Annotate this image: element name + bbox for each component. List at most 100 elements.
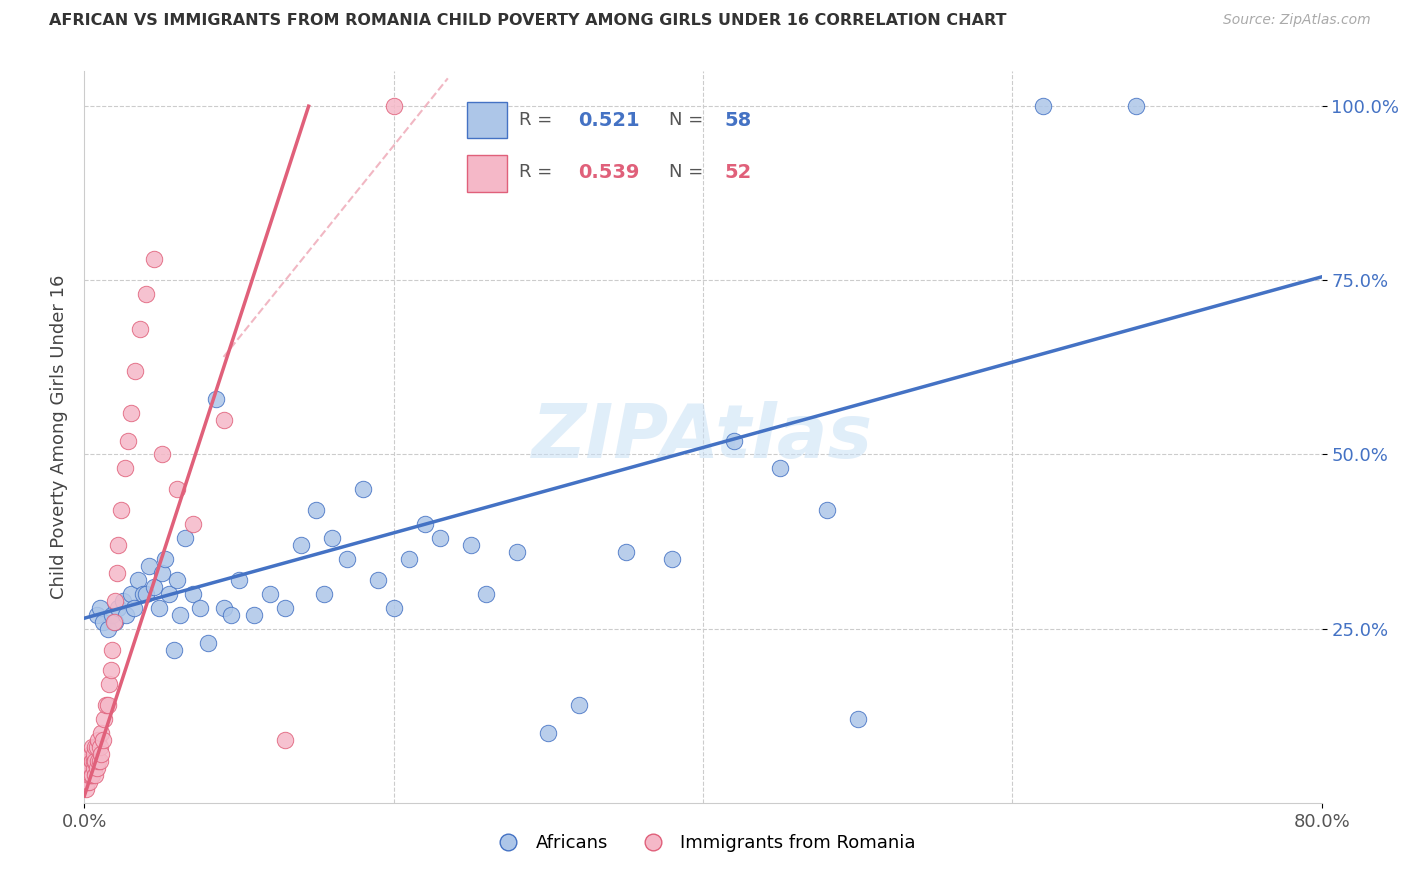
Point: [105, 566, 128, 580]
Point: [305, 503, 328, 517]
Point: [112, 594, 135, 608]
Point: [91, 733, 114, 747]
Point: [75, 781, 97, 796]
Point: [103, 615, 125, 629]
Point: [83, 761, 105, 775]
Point: [846, 712, 869, 726]
Point: [150, 566, 173, 580]
Point: [120, 406, 142, 420]
Point: [77, 768, 100, 782]
Point: [77, 754, 100, 768]
Point: [89, 600, 111, 615]
Point: [82, 768, 104, 782]
Point: [1125, 99, 1147, 113]
Point: [124, 364, 146, 378]
Point: [107, 600, 129, 615]
Point: [115, 607, 138, 622]
Point: [138, 558, 160, 573]
Point: [143, 580, 166, 594]
Text: ZIPAtlas: ZIPAtlas: [533, 401, 873, 474]
Point: [91, 615, 114, 629]
Point: [205, 392, 228, 406]
Point: [815, 503, 838, 517]
Point: [89, 754, 111, 768]
Point: [104, 594, 127, 608]
Point: [382, 99, 405, 113]
Point: [84, 768, 107, 782]
Point: [1032, 99, 1054, 113]
Point: [148, 600, 170, 615]
Point: [614, 545, 637, 559]
Point: [169, 607, 191, 622]
Point: [96, 698, 118, 713]
Text: AFRICAN VS IMMIGRANTS FROM ROMANIA CHILD POVERTY AMONG GIRLS UNDER 16 CORRELATIO: AFRICAN VS IMMIGRANTS FROM ROMANIA CHILD…: [49, 13, 1007, 29]
Point: [117, 434, 139, 448]
Point: [181, 587, 204, 601]
Point: [135, 287, 157, 301]
Point: [98, 677, 121, 691]
Point: [120, 587, 142, 601]
Point: [506, 545, 529, 559]
Text: Source: ZipAtlas.com: Source: ZipAtlas.com: [1223, 13, 1371, 28]
Point: [228, 573, 250, 587]
Point: [212, 600, 235, 615]
Y-axis label: Child Poverty Among Girls Under 16: Child Poverty Among Girls Under 16: [49, 275, 67, 599]
Point: [93, 712, 115, 726]
Point: [135, 587, 157, 601]
Point: [100, 664, 122, 678]
Point: [132, 587, 155, 601]
Point: [723, 434, 745, 448]
Point: [568, 698, 591, 713]
Point: [114, 461, 136, 475]
Point: [122, 600, 145, 615]
Point: [274, 733, 297, 747]
Point: [188, 600, 211, 615]
Point: [83, 747, 105, 761]
Point: [79, 761, 101, 775]
Point: [174, 531, 197, 545]
Point: [413, 517, 436, 532]
Point: [129, 322, 152, 336]
Point: [82, 740, 104, 755]
Point: [352, 483, 374, 497]
Point: [181, 517, 204, 532]
Point: [398, 552, 420, 566]
Point: [159, 587, 180, 601]
Point: [336, 552, 359, 566]
Point: [86, 607, 108, 622]
Point: [219, 607, 242, 622]
Point: [163, 642, 186, 657]
Point: [460, 538, 482, 552]
Point: [86, 761, 108, 775]
Point: [429, 531, 451, 545]
Point: [84, 754, 107, 768]
Point: [86, 740, 108, 755]
Point: [367, 573, 389, 587]
Point: [90, 726, 112, 740]
Point: [79, 747, 101, 761]
Point: [87, 733, 110, 747]
Point: [127, 573, 149, 587]
Point: [79, 768, 101, 782]
Point: [75, 768, 97, 782]
Point: [90, 747, 112, 761]
Point: [312, 587, 335, 601]
Point: [143, 252, 166, 267]
Point: [77, 775, 100, 789]
Point: [94, 698, 117, 713]
Point: [197, 635, 219, 649]
Point: [101, 607, 124, 622]
Point: [82, 754, 104, 768]
Point: [321, 531, 343, 545]
Point: [212, 412, 235, 426]
Point: [101, 642, 124, 657]
Point: [661, 552, 683, 566]
Point: [83, 754, 105, 768]
Point: [84, 740, 107, 755]
Point: [89, 740, 111, 755]
Point: [166, 483, 188, 497]
Point: [243, 607, 266, 622]
Point: [96, 622, 118, 636]
Point: [87, 754, 110, 768]
Point: [150, 448, 173, 462]
